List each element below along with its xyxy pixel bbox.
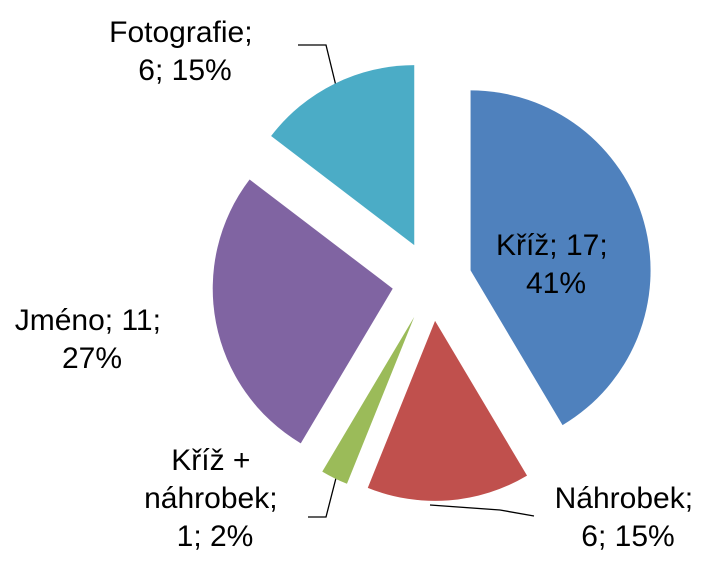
label-line: Fotografie; [109, 16, 261, 49]
label-line: 6; 15% [138, 54, 231, 87]
leader-line [308, 477, 337, 518]
leader-lines [298, 44, 535, 518]
label-line: Kříž; 17; [496, 229, 616, 262]
pie-slice [367, 320, 528, 501]
label-line: Jméno; 11; [15, 304, 170, 337]
label-line: náhrobek; [144, 482, 286, 515]
data-label: Kříž; 17; 41% [496, 229, 616, 300]
data-label: Jméno; 11; 27% [15, 304, 170, 375]
data-label: Fotografie; 6; 15% [109, 16, 261, 87]
label-line: Náhrobek; [555, 482, 702, 515]
leader-line [298, 44, 337, 87]
label-line: 1; 2% [177, 520, 254, 553]
data-label: Kříž + náhrobek; 1; 2% [144, 444, 286, 553]
leader-line [429, 504, 535, 517]
pie-slice [322, 316, 415, 484]
data-label: Náhrobek; 6; 15% [555, 482, 702, 553]
label-line: Kříž + [171, 444, 259, 477]
label-line: 6; 15% [581, 520, 674, 553]
pie-slice [212, 179, 393, 444]
label-line: 41% [526, 267, 586, 300]
pie-slice [271, 65, 415, 246]
label-line: 27% [62, 342, 122, 375]
pie-slice [470, 90, 651, 426]
